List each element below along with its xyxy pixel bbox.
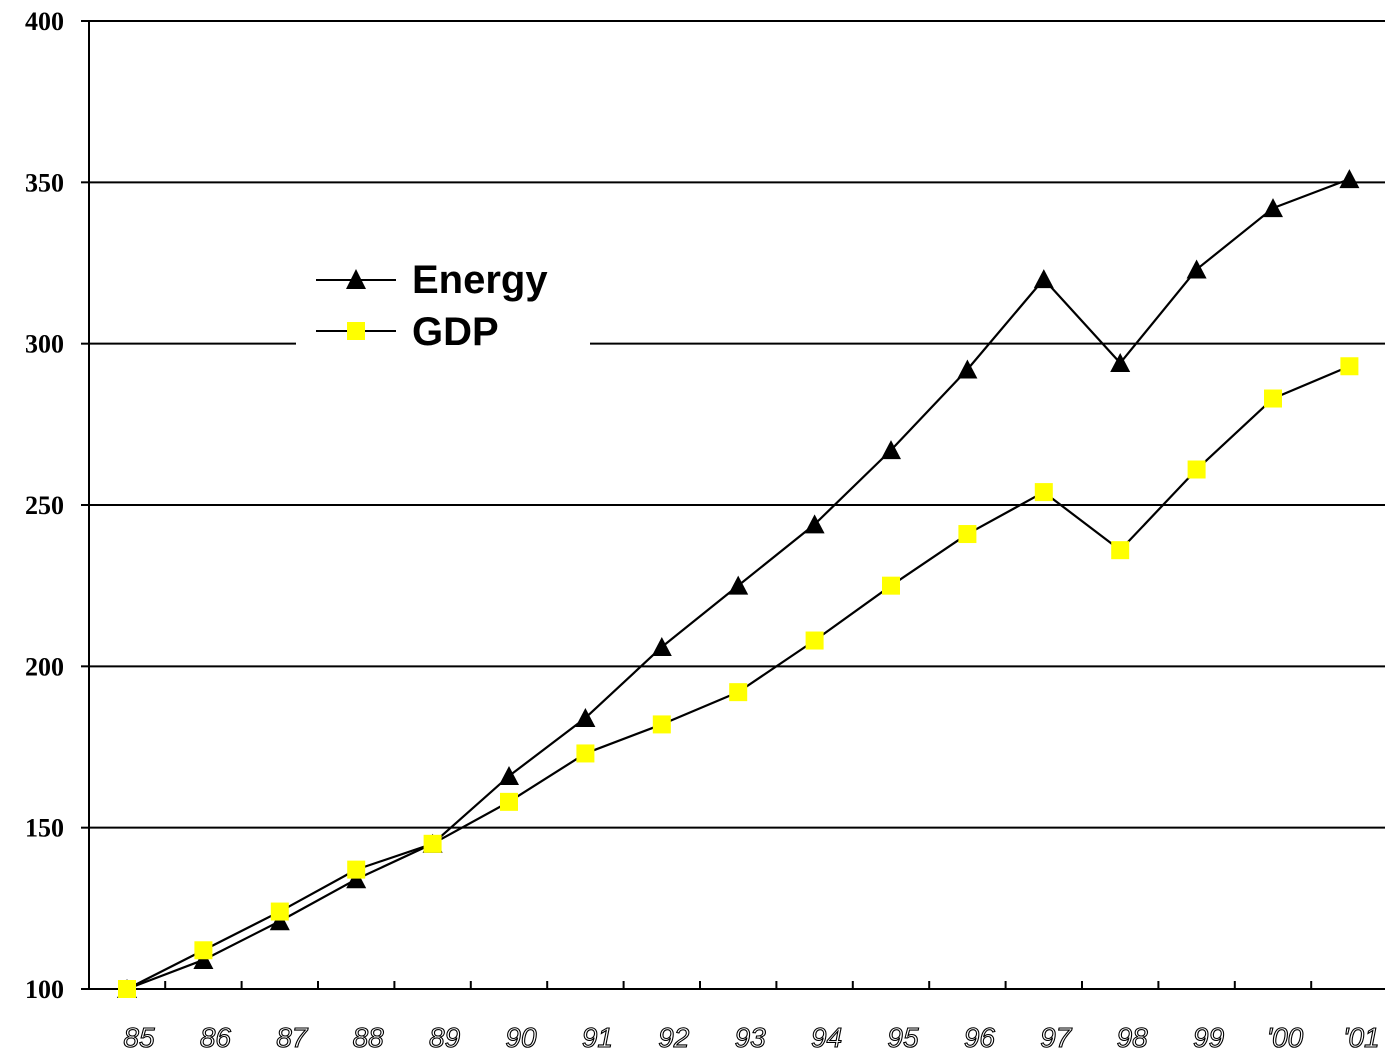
x-tick-label: 97 xyxy=(1040,1022,1073,1053)
energy-point xyxy=(728,575,749,595)
x-tick-label: 92 xyxy=(658,1022,690,1053)
gdp-point xyxy=(1111,541,1130,560)
x-tick-label: 94 xyxy=(811,1022,842,1053)
energy-point xyxy=(346,869,367,889)
energy-point xyxy=(193,949,214,969)
y-tick-label: 200 xyxy=(25,652,64,681)
x-tick-label: 88 xyxy=(353,1022,385,1053)
energy-point xyxy=(1186,259,1207,279)
x-tick-label: 95 xyxy=(887,1022,919,1053)
x-tick-label: 91 xyxy=(582,1022,613,1053)
y-tick-label: 250 xyxy=(25,491,64,520)
x-tick-label: 85 xyxy=(123,1022,155,1053)
x-tick-label: 98 xyxy=(1117,1022,1149,1053)
series xyxy=(117,169,1360,998)
y-tick-label: 150 xyxy=(25,814,64,843)
x-tick-labels: 85 86 87 88 89 90 91 92 93 94 95 96 97 98 99 '00 '01 xyxy=(123,1021,1380,1053)
legend-gdp-marker xyxy=(347,322,365,340)
energy-point xyxy=(1110,353,1131,373)
axes xyxy=(81,20,1385,990)
energy-point xyxy=(1339,169,1360,189)
gdp-point xyxy=(194,941,213,960)
gdp-point xyxy=(500,792,518,811)
x-tick-label: 93 xyxy=(735,1022,767,1053)
energy-point xyxy=(957,359,978,379)
gdp-point xyxy=(1264,389,1282,408)
x-tick-label: 96 xyxy=(964,1022,996,1053)
gdp-point xyxy=(958,525,977,544)
gdp-point xyxy=(882,576,900,595)
gdp-point xyxy=(729,683,748,702)
x-tick-label: 87 xyxy=(276,1022,309,1053)
energy-point xyxy=(651,636,672,656)
x-tick-label: 86 xyxy=(200,1022,232,1053)
x-tick-label: 99 xyxy=(1193,1022,1224,1053)
gdp-point xyxy=(347,860,366,879)
legend-energy-marker xyxy=(346,269,366,289)
energy-point xyxy=(499,766,519,786)
x-tick-label: 89 xyxy=(429,1022,460,1053)
x-tick-label: '01 xyxy=(1343,1022,1380,1053)
legend-label-gdp: GDP xyxy=(412,310,499,354)
y-tick-label: 100 xyxy=(25,975,64,1004)
legend-background xyxy=(296,240,590,370)
gdp-point xyxy=(270,902,289,921)
y-tick-label: 300 xyxy=(25,330,64,359)
energy-point xyxy=(881,440,901,460)
x-tick-label: 90 xyxy=(505,1022,537,1053)
y-tick-label: 400 xyxy=(25,7,64,36)
energy-point xyxy=(1033,269,1054,289)
gdp-point xyxy=(1340,357,1359,376)
energy-point xyxy=(575,707,596,727)
x-tick-label: '00 xyxy=(1267,1022,1304,1053)
energy-point xyxy=(269,911,290,931)
gdp-point xyxy=(1187,460,1206,479)
gdp-point xyxy=(1034,483,1053,502)
gridlines xyxy=(89,20,1385,990)
gdp-point xyxy=(576,744,595,763)
gdp-point xyxy=(805,631,824,650)
legend-label-energy: Energy xyxy=(412,258,548,302)
series-line-gdp xyxy=(126,365,1350,990)
y-tick-label: 350 xyxy=(25,168,64,197)
gdp-point xyxy=(423,834,442,853)
legend: Energy GDP xyxy=(296,240,590,370)
energy-point xyxy=(1263,198,1283,218)
energy-point xyxy=(804,514,825,534)
gdp-point xyxy=(118,980,136,998)
y-tick-labels: 100 150 200 250 300 350 400 xyxy=(25,7,64,1004)
gdp-point xyxy=(652,715,671,734)
